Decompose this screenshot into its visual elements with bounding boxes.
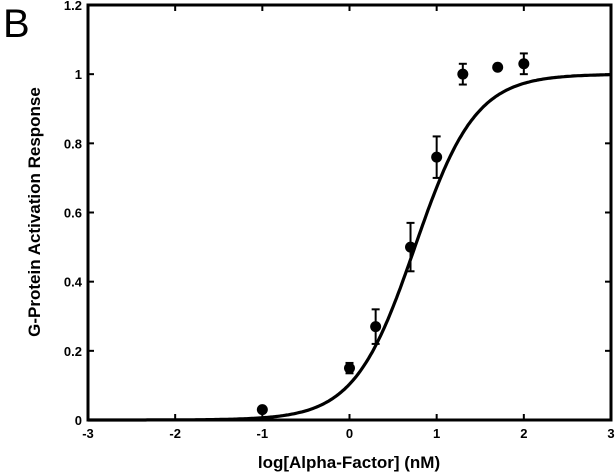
panel-label: B <box>3 2 30 46</box>
y-tick-label: 0 <box>75 413 82 428</box>
y-axis-label: G-Protein Activation Response <box>25 87 44 337</box>
data-point <box>405 241 417 253</box>
y-tick-label: 0.8 <box>64 136 82 151</box>
data-point <box>256 404 268 416</box>
y-tick-label: 0.2 <box>64 344 82 359</box>
points-layer <box>256 52 530 416</box>
x-tick-label: 3 <box>607 426 614 441</box>
x-tick-label: 1 <box>433 426 440 441</box>
tick-layer: -3 -2 -1 0 1 2 3 0 0.2 0.4 0.6 0.8 1 1.2 <box>64 0 615 441</box>
y-tick-label: 1.2 <box>64 0 82 13</box>
data-point <box>344 362 355 374</box>
x-tick-label: 2 <box>520 426 527 441</box>
data-point <box>431 151 443 163</box>
data-point <box>370 321 382 333</box>
y-tick-label: 0.6 <box>64 206 82 221</box>
x-tick-label: -3 <box>82 426 94 441</box>
x-tick-label: -2 <box>169 426 181 441</box>
data-point <box>492 61 504 73</box>
x-tick-label: -1 <box>257 426 269 441</box>
y-tick-label: 1 <box>75 67 82 82</box>
x-axis-label: log[Alpha-Factor] (nM) <box>258 453 440 472</box>
y-tick-label: 0.4 <box>64 275 83 290</box>
plot-frame <box>86 3 613 422</box>
data-point <box>518 58 530 70</box>
data-point <box>457 68 469 80</box>
x-tick-label: 0 <box>346 426 353 441</box>
